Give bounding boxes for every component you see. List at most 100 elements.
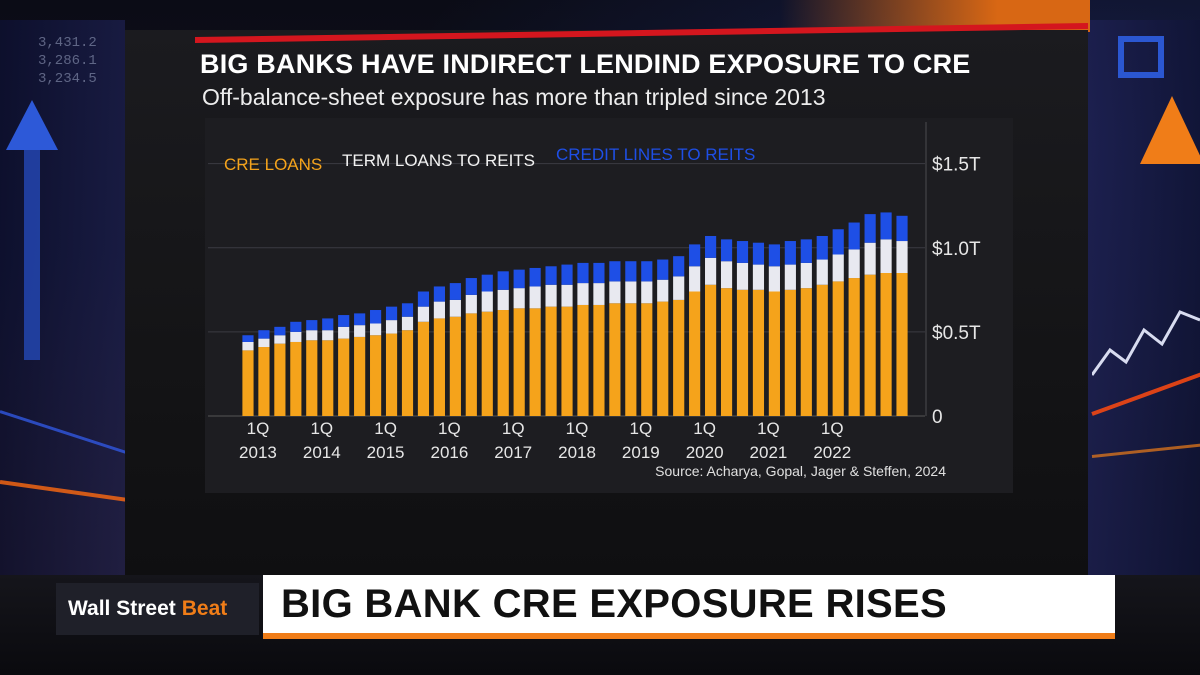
- bar-credit-lines-reits: [258, 330, 270, 339]
- bar-credit-lines-reits: [545, 266, 557, 285]
- bar-term-loans-reits: [896, 241, 908, 273]
- x-tick-quarter: 1Q: [821, 419, 844, 438]
- bar-credit-lines-reits: [577, 262, 589, 284]
- y-tick-label: 0: [932, 407, 943, 428]
- bar-credit-lines-reits: [513, 269, 525, 289]
- bar-credit-lines-reits: [322, 318, 334, 331]
- bar-term-loans-reits: [800, 262, 812, 289]
- bar-cre-loans: [290, 341, 302, 416]
- bar-cre-loans: [625, 303, 637, 416]
- bar-term-loans-reits: [258, 338, 270, 348]
- bar-term-loans-reits: [784, 264, 796, 290]
- bar-credit-lines-reits: [768, 244, 780, 267]
- bar-cre-loans: [752, 289, 765, 416]
- bar-cre-loans: [561, 306, 573, 416]
- bar-credit-lines-reits: [354, 313, 366, 326]
- bar-cre-loans: [242, 350, 254, 416]
- bar-term-loans-reits: [497, 289, 509, 311]
- bar-cre-loans: [417, 321, 430, 416]
- chart-area: [205, 118, 1013, 493]
- bar-credit-lines-reits: [385, 306, 398, 321]
- bar-term-loans-reits: [385, 320, 398, 334]
- chart-subtitle: Off-balance-sheet exposure has more than…: [202, 84, 826, 110]
- bar-credit-lines-reits: [720, 239, 733, 262]
- bar-credit-lines-reits: [657, 259, 669, 280]
- ticker-line: 3,234.5: [38, 71, 97, 87]
- bar-term-loans-reits: [290, 331, 302, 342]
- x-tick-year: 2013: [239, 443, 277, 462]
- bar-term-loans-reits: [449, 299, 461, 317]
- bar-term-loans-reits: [864, 242, 876, 275]
- bar-cre-loans: [513, 308, 525, 416]
- bar-term-loans-reits: [577, 283, 589, 305]
- bar-credit-lines-reits: [529, 267, 541, 287]
- bar-cre-loans: [338, 338, 350, 416]
- bar-credit-lines-reits: [864, 214, 876, 243]
- bar-term-loans-reits: [545, 284, 557, 307]
- bar-cre-loans: [433, 318, 445, 416]
- bar-cre-loans: [449, 316, 461, 416]
- square-outline-decoration: [1118, 36, 1164, 78]
- bar-credit-lines-reits: [752, 242, 765, 265]
- bar-cre-loans: [864, 274, 876, 416]
- bar-cre-loans: [577, 304, 589, 416]
- y-tick-label: $1.0T: [932, 239, 981, 260]
- bar-credit-lines-reits: [449, 283, 461, 300]
- bar-term-loans-reits: [880, 239, 892, 273]
- bar-cre-loans: [880, 273, 892, 416]
- bar-cre-loans: [497, 310, 509, 416]
- x-tick-year: 2018: [558, 443, 596, 462]
- bar-credit-lines-reits: [705, 235, 717, 258]
- x-tick-year: 2022: [813, 443, 851, 462]
- bar-credit-lines-reits: [401, 303, 414, 317]
- legend-entry: CRE LOANS: [224, 155, 322, 174]
- chart-title: BIG BANKS HAVE INDIRECT LENDIND EXPOSURE…: [200, 49, 971, 79]
- x-tick-year: 2021: [750, 443, 788, 462]
- bar-cre-loans: [705, 284, 717, 416]
- bar-credit-lines-reits: [896, 215, 908, 242]
- x-tick-year: 2016: [430, 443, 468, 462]
- bar-credit-lines-reits: [370, 310, 382, 324]
- source-note: Source: Acharya, Gopal, Jager & Steffen,…: [655, 463, 946, 479]
- bar-term-loans-reits: [274, 335, 286, 344]
- bar-term-loans-reits: [529, 286, 541, 309]
- bar-credit-lines-reits: [561, 264, 573, 285]
- x-tick-quarter: 1Q: [438, 419, 461, 438]
- bar-credit-lines-reits: [625, 261, 637, 282]
- bar-term-loans-reits: [481, 291, 493, 312]
- x-tick-year: 2014: [303, 443, 341, 462]
- bar-term-loans-reits: [417, 306, 430, 322]
- bar-cre-loans: [673, 299, 685, 416]
- x-tick-quarter: 1Q: [502, 419, 525, 438]
- bar-term-loans-reits: [433, 301, 445, 319]
- bar-term-loans-reits: [705, 257, 717, 285]
- sparkline-decoration: [1092, 310, 1200, 376]
- legend-entry: CREDIT LINES TO REITS: [556, 145, 755, 164]
- bar-cre-loans: [385, 333, 398, 416]
- up-arrow-icon: [1140, 96, 1200, 164]
- bar-cre-loans: [657, 301, 669, 416]
- bar-cre-loans: [816, 284, 828, 416]
- ticker-line: 3,431.2: [38, 35, 97, 51]
- bar-term-loans-reits: [513, 288, 525, 309]
- bar-cre-loans: [370, 335, 382, 416]
- bar-cre-loans: [800, 288, 812, 416]
- x-tick-quarter: 1Q: [629, 419, 652, 438]
- bar-term-loans-reits: [322, 330, 334, 341]
- bar-credit-lines-reits: [242, 335, 254, 342]
- bar-credit-lines-reits: [417, 291, 430, 307]
- bar-cre-loans: [641, 303, 653, 416]
- bar-credit-lines-reits: [800, 239, 812, 263]
- bar-term-loans-reits: [465, 294, 477, 314]
- bar-credit-lines-reits: [673, 256, 685, 277]
- bar-cre-loans: [354, 336, 366, 416]
- bar-cre-loans: [848, 278, 860, 416]
- show-name-tag: Wall Street Beat: [56, 583, 259, 635]
- bar-cre-loans: [529, 308, 541, 416]
- bar-credit-lines-reits: [593, 262, 605, 284]
- bar-term-loans-reits: [354, 325, 366, 337]
- bar-term-loans-reits: [752, 264, 765, 290]
- y-tick-label: $1.5T: [932, 155, 981, 176]
- x-tick-year: 2020: [686, 443, 724, 462]
